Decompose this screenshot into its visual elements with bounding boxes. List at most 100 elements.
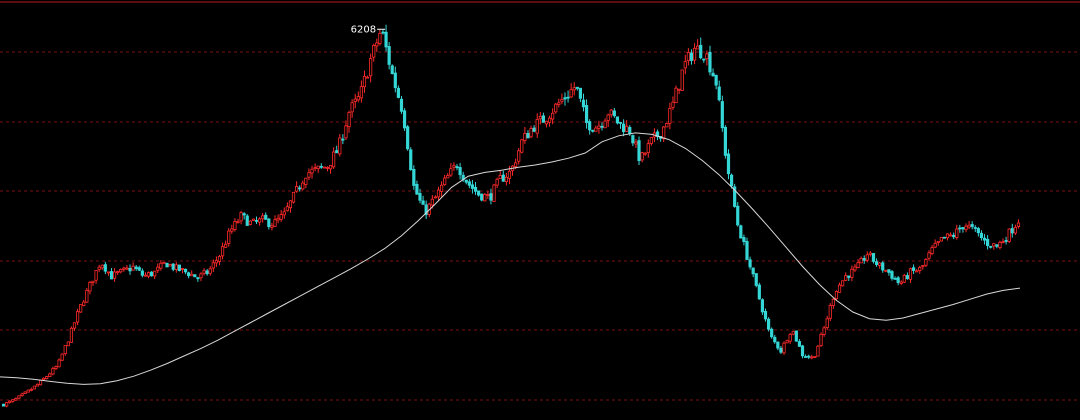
candle-up	[918, 266, 922, 272]
candle-up	[933, 242, 937, 248]
candle-up	[677, 88, 681, 91]
candle-up	[841, 280, 845, 287]
candle-up	[819, 334, 823, 347]
candle-down	[464, 179, 468, 183]
candle-up	[492, 184, 496, 202]
candle-up	[279, 214, 283, 220]
candle-up	[227, 230, 231, 244]
candle-down	[973, 227, 977, 229]
candle-down	[989, 245, 993, 248]
candle-up	[307, 172, 311, 178]
candle-up	[365, 76, 370, 79]
candle-down	[489, 193, 493, 201]
candle-down	[171, 263, 175, 270]
candle-up	[97, 266, 101, 270]
candle-up	[529, 128, 533, 138]
candle-up	[214, 260, 218, 264]
candle-up	[75, 311, 80, 323]
candle-up	[998, 241, 1002, 249]
candle-up	[356, 96, 360, 101]
candle-up	[143, 274, 148, 277]
candle-up	[810, 356, 814, 359]
candle-down	[409, 149, 413, 171]
candle-up	[692, 47, 697, 61]
candle-down	[760, 299, 765, 313]
candle-down	[134, 266, 138, 270]
candle-down	[942, 236, 947, 239]
candle-up	[569, 89, 573, 98]
candle-down	[393, 72, 397, 89]
candle-down	[566, 96, 570, 99]
candle-up	[884, 269, 888, 272]
candle-down	[766, 318, 771, 330]
candle-up	[1016, 222, 1021, 227]
candle-down	[807, 355, 811, 358]
candle-down	[381, 31, 385, 34]
candle-down	[399, 98, 404, 112]
candle-down	[532, 127, 536, 132]
candle-up	[649, 137, 653, 144]
candle-up	[443, 177, 447, 186]
candle-up	[32, 385, 36, 390]
candle-down	[733, 186, 737, 207]
candle-down	[591, 129, 595, 132]
candle-up	[643, 152, 647, 155]
candle-up	[310, 168, 314, 174]
candle-up	[594, 127, 598, 132]
candle-up	[674, 87, 678, 104]
candlestick-series	[1, 24, 1021, 408]
candle-up	[828, 305, 832, 319]
candle-up	[338, 137, 342, 155]
candle-up	[79, 304, 83, 313]
candle-up	[1013, 226, 1017, 234]
candle-up	[930, 247, 934, 254]
candle-up	[48, 373, 52, 377]
candle-up	[224, 243, 228, 248]
candle-down	[137, 267, 141, 271]
candle-up	[865, 254, 869, 261]
candle-down	[689, 52, 694, 61]
candle-down	[319, 165, 323, 168]
candle-up	[239, 212, 243, 222]
candle-down	[631, 135, 635, 144]
candle-up	[834, 291, 839, 300]
candle-up	[859, 258, 863, 264]
candle-down	[193, 274, 197, 278]
candle-down	[183, 268, 188, 273]
candle-down	[387, 46, 391, 65]
candle-up	[603, 120, 607, 129]
candle-up	[350, 102, 354, 113]
candle-up	[322, 166, 326, 169]
candle-up	[788, 333, 792, 342]
candle-down	[421, 200, 425, 205]
candle-up	[131, 265, 135, 271]
candle-up	[915, 270, 919, 273]
candle-up	[671, 101, 675, 108]
candle-down	[109, 271, 114, 280]
candle-down	[578, 87, 583, 99]
candle-down	[467, 181, 471, 186]
candle-up	[344, 125, 348, 139]
candle-up	[572, 87, 576, 91]
candle-up	[85, 290, 89, 303]
candle-up	[347, 112, 351, 128]
candle-up	[921, 265, 925, 267]
candle-down	[415, 183, 419, 195]
candle-down	[757, 284, 761, 300]
candle-down	[254, 220, 259, 222]
candle-down	[893, 278, 897, 280]
candle-up	[94, 270, 98, 281]
candle-up	[924, 258, 928, 266]
candle-down	[874, 261, 879, 265]
candle-down	[748, 259, 752, 268]
candle-down	[196, 277, 200, 280]
candle-down	[103, 264, 107, 272]
candle-up	[557, 102, 561, 105]
candle-up	[168, 264, 172, 267]
candle-up	[517, 150, 521, 162]
candle-down	[739, 225, 743, 239]
candle-up	[554, 103, 558, 113]
candle-up	[8, 400, 12, 403]
candle-up	[257, 218, 262, 223]
